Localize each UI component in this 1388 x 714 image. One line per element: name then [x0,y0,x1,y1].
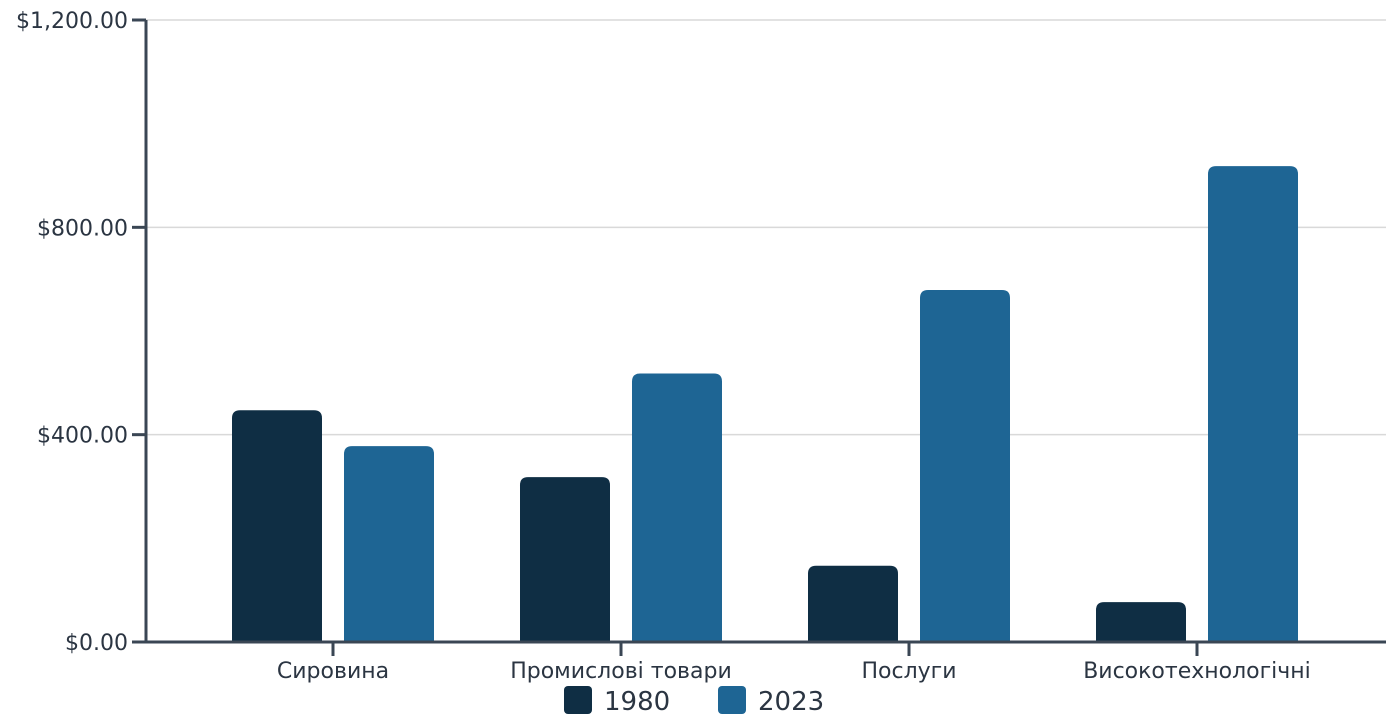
y-tick-label: $1,200.00 [16,9,128,34]
bar-1980-2 [808,565,898,642]
legend-swatch-1980 [564,686,592,714]
axes [132,18,1386,656]
x-tick-labels: Сировина Промислові товари Послуги Високоте… [277,659,1311,684]
bars [232,166,1298,643]
x-tick-label: Промислові товари [510,659,732,684]
bar-1980-3 [1096,602,1186,642]
bar-2023-0 [344,446,434,642]
y-tick-labels: $0.00 $400.00 $800.00 $1,200.00 [16,9,128,656]
y-tick-label: $0.00 [65,631,128,656]
bar-1980-1 [520,477,610,642]
legend-swatch-2023 [718,686,746,714]
bar-2023-1 [632,373,722,642]
legend-label-2023: 2023 [758,687,824,714]
y-tick-label: $800.00 [37,216,128,241]
legend-label-1980: 1980 [604,687,670,714]
bar-2023-2 [920,290,1010,642]
bar-1980-0 [232,410,322,642]
x-tick-label: Послуги [861,659,956,684]
x-tick-label: Сировина [277,659,389,684]
y-tick-label: $400.00 [37,424,128,449]
bar-2023-3 [1208,166,1298,643]
grid-lines [146,19,1386,436]
x-tick-label: Високотехнологічні [1083,659,1311,684]
legend: 1980 2023 [564,686,824,714]
